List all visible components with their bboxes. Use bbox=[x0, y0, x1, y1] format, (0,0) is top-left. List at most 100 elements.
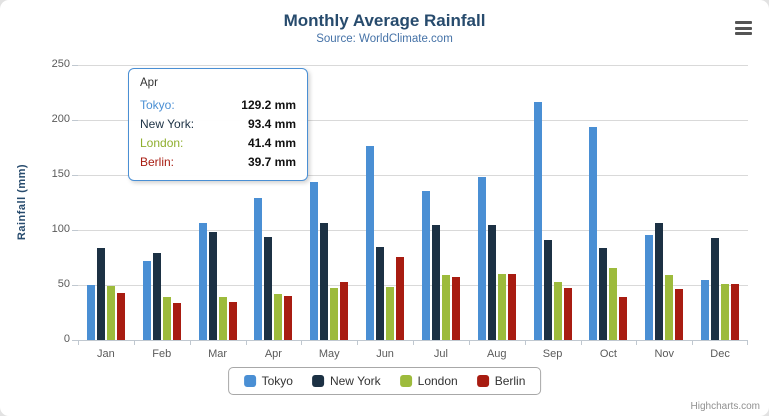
column-london-aug[interactable] bbox=[497, 274, 506, 340]
column-new-york-sep[interactable] bbox=[543, 239, 552, 340]
column-tokyo-jan[interactable] bbox=[86, 285, 95, 340]
tooltip-header: Apr bbox=[140, 77, 158, 89]
column-new-york-nov[interactable] bbox=[655, 222, 664, 340]
legend-label: Tokyo bbox=[261, 374, 293, 388]
column-berlin-feb[interactable] bbox=[172, 303, 181, 340]
column-london-apr[interactable] bbox=[274, 294, 283, 340]
x-axis-label: Mar bbox=[208, 348, 228, 360]
legend-item-london[interactable]: London bbox=[399, 374, 458, 388]
tooltip-row: Tokyo: 129.2 mm bbox=[140, 96, 296, 115]
x-axis-tick bbox=[525, 340, 526, 345]
x-axis-tick bbox=[246, 340, 247, 345]
y-axis-tick bbox=[72, 340, 78, 341]
y-axis-tick bbox=[72, 120, 78, 121]
column-berlin-dec[interactable] bbox=[731, 283, 740, 340]
x-axis-label: Aug bbox=[486, 348, 507, 360]
column-new-york-apr[interactable] bbox=[264, 237, 273, 340]
column-tokyo-sep[interactable] bbox=[533, 101, 542, 340]
column-new-york-jan[interactable] bbox=[96, 248, 105, 340]
column-berlin-sep[interactable] bbox=[563, 287, 572, 340]
column-berlin-jan[interactable] bbox=[116, 293, 125, 340]
gridline bbox=[78, 285, 748, 286]
column-berlin-jun[interactable] bbox=[396, 256, 405, 340]
x-axis-label: Apr bbox=[264, 348, 282, 360]
legend-item-new-york[interactable]: New York bbox=[311, 374, 381, 388]
export-menu-icon[interactable] bbox=[735, 21, 752, 38]
x-axis-tick bbox=[692, 340, 693, 345]
x-axis-tick bbox=[301, 340, 302, 345]
x-axis-label: Oct bbox=[599, 348, 617, 360]
credits-link[interactable]: Highcharts.com bbox=[690, 401, 760, 412]
y-axis-label: 250 bbox=[51, 58, 70, 70]
column-new-york-aug[interactable] bbox=[487, 225, 496, 340]
column-tokyo-apr[interactable] bbox=[254, 197, 263, 340]
column-tokyo-jun[interactable] bbox=[366, 146, 375, 340]
column-berlin-oct[interactable] bbox=[619, 297, 628, 340]
chart-subtitle: Source: WorldClimate.com bbox=[316, 33, 453, 45]
tooltip-series-name: New York: bbox=[140, 117, 195, 131]
tooltip-row: New York: 93.4 mm bbox=[140, 115, 296, 134]
column-london-jan[interactable] bbox=[106, 286, 115, 340]
y-axis-tick bbox=[72, 175, 78, 176]
column-tokyo-aug[interactable] bbox=[477, 176, 486, 340]
column-tokyo-jul[interactable] bbox=[421, 190, 430, 340]
column-new-york-feb[interactable] bbox=[152, 253, 161, 340]
y-axis-tick bbox=[72, 285, 78, 286]
plot-area: 0 50 100 150 200 250 Jan Feb Mar Apr May Jun Jul Aug S… bbox=[52, 58, 748, 360]
burger-line bbox=[735, 26, 752, 30]
column-london-may[interactable] bbox=[330, 288, 339, 340]
y-axis-tick bbox=[72, 230, 78, 231]
tooltip: Apr Tokyo: 129.2 mm New York: 93.4 mm London… bbox=[128, 68, 308, 181]
column-tokyo-oct[interactable] bbox=[589, 126, 598, 340]
gridline bbox=[78, 230, 748, 231]
column-tokyo-may[interactable] bbox=[310, 181, 319, 340]
column-london-sep[interactable] bbox=[553, 282, 562, 340]
tooltip-series-name: London: bbox=[140, 136, 184, 150]
x-axis-label: Dec bbox=[710, 348, 730, 360]
column-london-feb[interactable] bbox=[162, 297, 171, 340]
legend-label: New York bbox=[329, 374, 381, 388]
legend-swatch bbox=[476, 375, 489, 387]
x-axis-label: Jul bbox=[433, 348, 448, 360]
column-berlin-nov[interactable] bbox=[675, 288, 684, 340]
column-london-dec[interactable] bbox=[721, 283, 730, 340]
column-new-york-jul[interactable] bbox=[431, 224, 440, 340]
x-axis-tick bbox=[190, 340, 191, 345]
column-tokyo-dec[interactable] bbox=[701, 280, 710, 340]
column-berlin-jul[interactable] bbox=[451, 276, 460, 340]
column-new-york-may[interactable] bbox=[320, 223, 329, 340]
legend-item-tokyo[interactable]: Tokyo bbox=[243, 374, 293, 388]
column-berlin-aug[interactable] bbox=[507, 273, 516, 340]
y-axis-label: 150 bbox=[51, 168, 70, 180]
x-axis-label: Feb bbox=[152, 348, 172, 360]
x-axis-tick bbox=[581, 340, 582, 345]
column-london-jul[interactable] bbox=[441, 275, 450, 340]
tooltip-series-value: 39.7 mm bbox=[247, 155, 296, 169]
column-new-york-jun[interactable] bbox=[376, 247, 385, 340]
column-berlin-apr[interactable] bbox=[284, 296, 293, 340]
column-tokyo-mar[interactable] bbox=[198, 222, 207, 340]
legend-item-berlin[interactable]: Berlin bbox=[476, 374, 525, 388]
column-berlin-mar[interactable] bbox=[228, 302, 237, 340]
legend-swatch bbox=[243, 375, 256, 387]
column-tokyo-nov[interactable] bbox=[645, 234, 654, 340]
y-axis-label: 0 bbox=[63, 333, 70, 345]
x-axis-tick bbox=[413, 340, 414, 345]
column-new-york-mar[interactable] bbox=[208, 231, 217, 340]
column-berlin-may[interactable] bbox=[340, 282, 349, 340]
column-london-jun[interactable] bbox=[386, 286, 395, 340]
chart-title: Monthly Average Rainfall bbox=[283, 11, 486, 30]
column-tokyo-feb[interactable] bbox=[142, 261, 151, 340]
burger-line bbox=[735, 21, 752, 24]
column-london-oct[interactable] bbox=[609, 268, 618, 340]
column-london-nov[interactable] bbox=[665, 274, 674, 340]
column-new-york-dec[interactable] bbox=[711, 238, 720, 340]
tooltip-row: London: 41.4 mm bbox=[140, 134, 296, 153]
x-axis-tick bbox=[747, 340, 748, 345]
legend: Tokyo New York London Berlin bbox=[227, 367, 542, 395]
x-axis-tick bbox=[636, 340, 637, 345]
column-london-mar[interactable] bbox=[218, 296, 227, 340]
y-axis-label: 200 bbox=[51, 113, 70, 125]
column-new-york-oct[interactable] bbox=[599, 248, 608, 340]
